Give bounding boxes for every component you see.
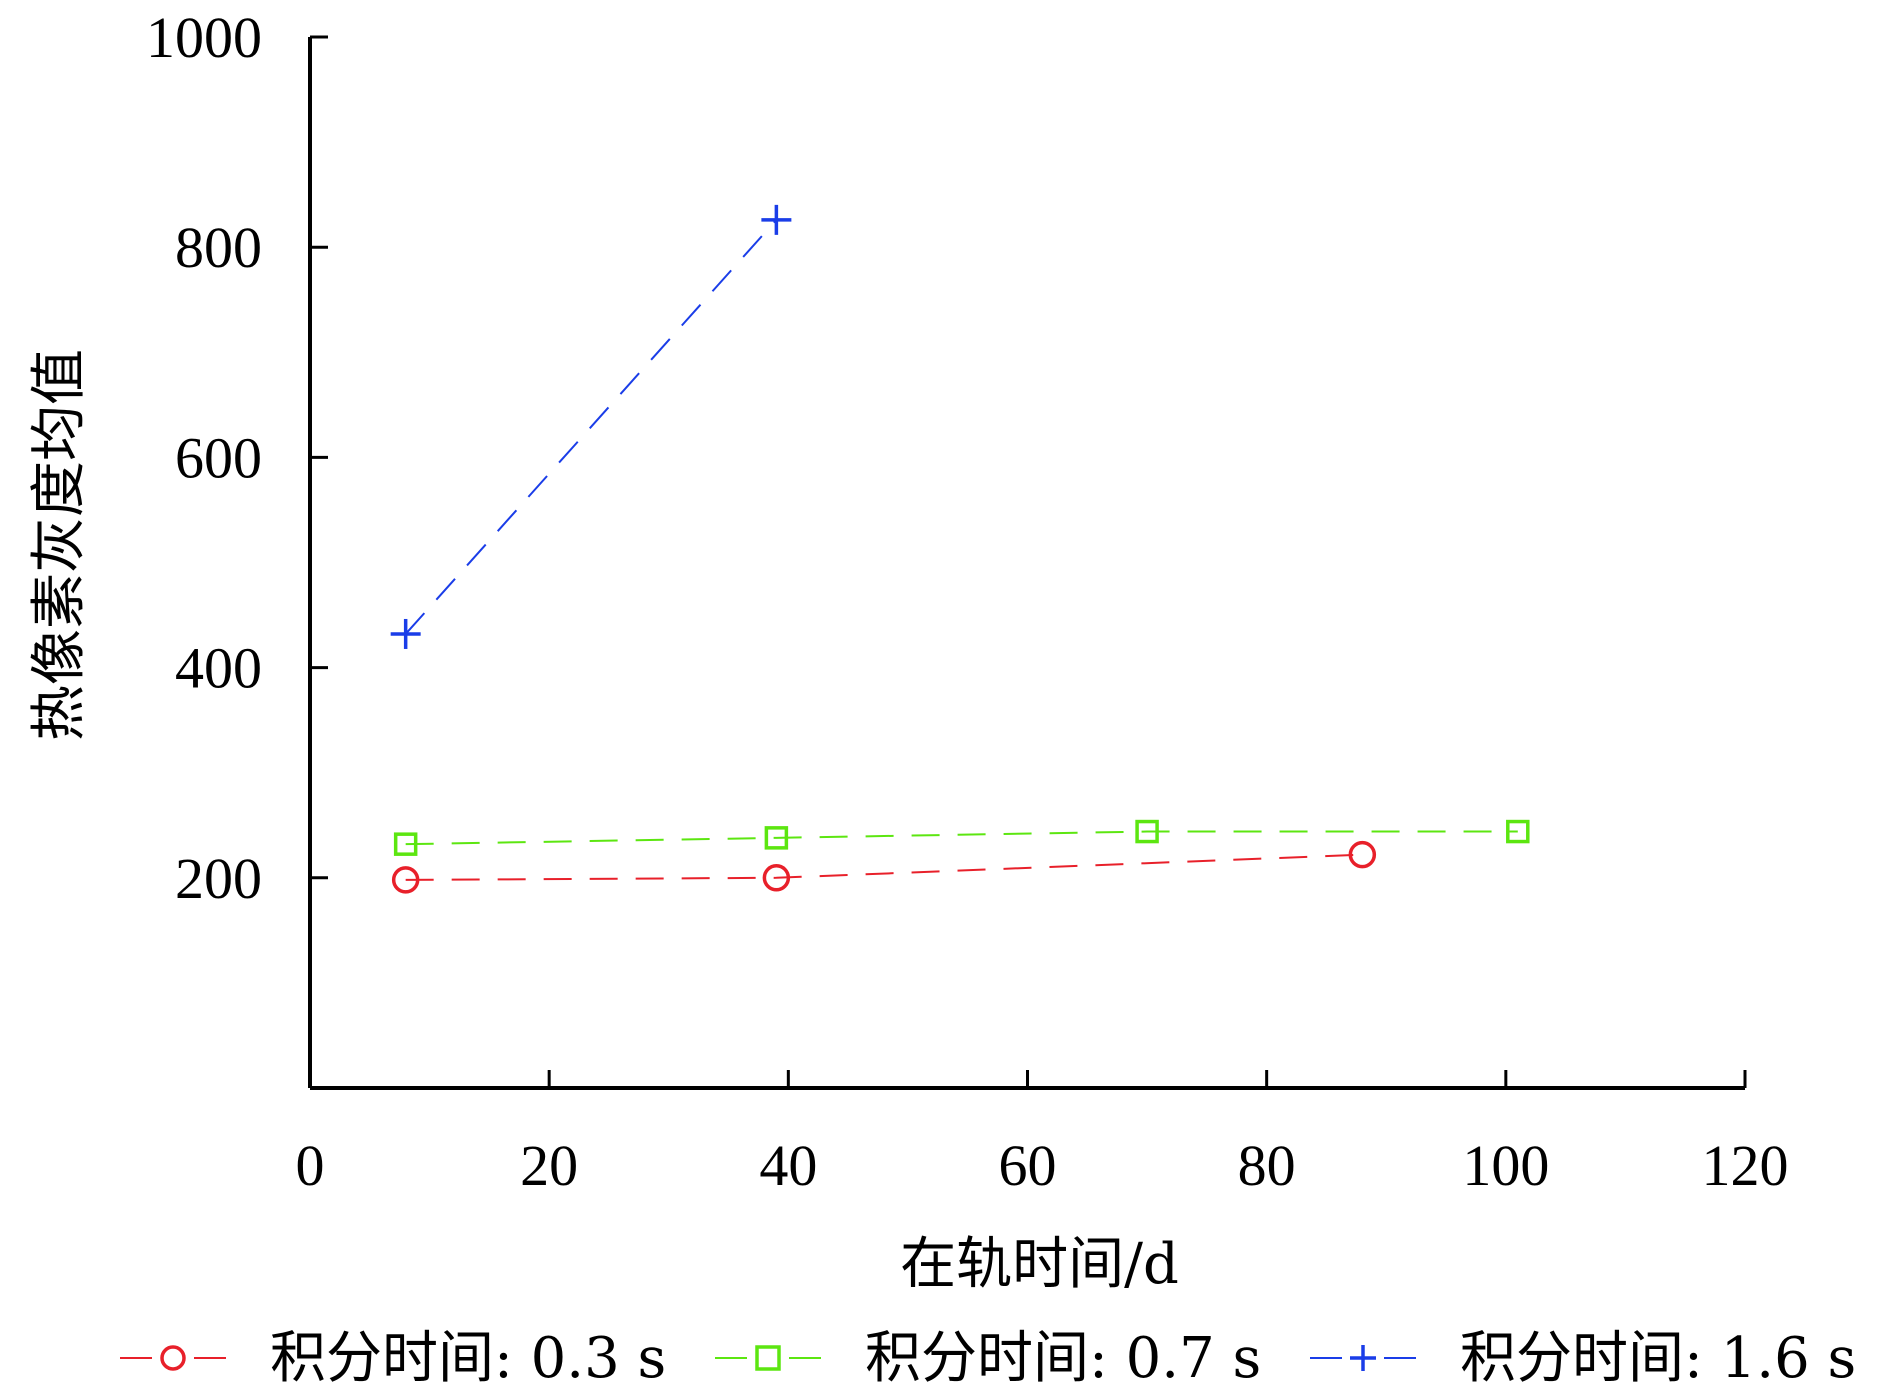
x-tick-label: 120 [1702, 1133, 1789, 1198]
series-layer [390, 204, 1530, 894]
legend-item: 积分时间: 1.6 s [1310, 1326, 1856, 1384]
series [391, 840, 1377, 894]
data-point-plus [761, 204, 792, 235]
y-tick-label: 200 [175, 846, 262, 911]
x-axis-label: 在轨时间/d [900, 1232, 1179, 1297]
data-point-square [755, 1345, 781, 1371]
y-tick-label: 800 [175, 215, 262, 280]
legend-label: 积分时间: 0.7 s [865, 1326, 1261, 1384]
x-ticks: 0 20 40 60 80 100 120 [296, 1070, 1789, 1198]
data-point-circle [160, 1345, 186, 1371]
x-tick-label: 60 [999, 1133, 1057, 1198]
y-ticks: 200 400 600 800 1000 [146, 5, 328, 911]
x-tick-label: 100 [1462, 1133, 1549, 1198]
x-tick-label: 0 [296, 1133, 325, 1198]
y-tick-label: 1000 [146, 5, 262, 70]
x-tick-label: 80 [1238, 1133, 1296, 1198]
data-point-square [1135, 819, 1159, 844]
legend-item: 积分时间: 0.3 s [120, 1326, 666, 1384]
legend-label: 积分时间: 0.3 s [270, 1326, 666, 1384]
x-tick-label: 40 [759, 1133, 817, 1198]
series-line [405, 830, 1518, 846]
data-point-circle [1348, 840, 1377, 869]
series-line [404, 219, 778, 635]
series-line [405, 853, 1363, 881]
data-point-square [764, 826, 789, 850]
series [390, 204, 792, 649]
legend: 积分时间: 0.3 s 积分时间: 0.7 s 积分时间: 1.6 s [120, 1326, 1856, 1384]
x-tick-label: 20 [520, 1133, 578, 1198]
data-point-circle [391, 866, 420, 894]
y-axis-label: 热像素灰度均值 [27, 349, 92, 741]
y-tick-label: 400 [175, 636, 262, 701]
series [393, 819, 1530, 856]
data-point-plus [390, 618, 421, 649]
legend-label: 积分时间: 1.6 s [1460, 1326, 1856, 1384]
legend-item: 积分时间: 0.7 s [715, 1326, 1261, 1384]
data-point-square [1506, 819, 1530, 844]
data-point-plus [1350, 1345, 1376, 1371]
data-point-square [393, 832, 418, 856]
data-point-circle [762, 864, 791, 892]
y-tick-label: 600 [175, 425, 262, 490]
axes [308, 37, 1745, 1090]
